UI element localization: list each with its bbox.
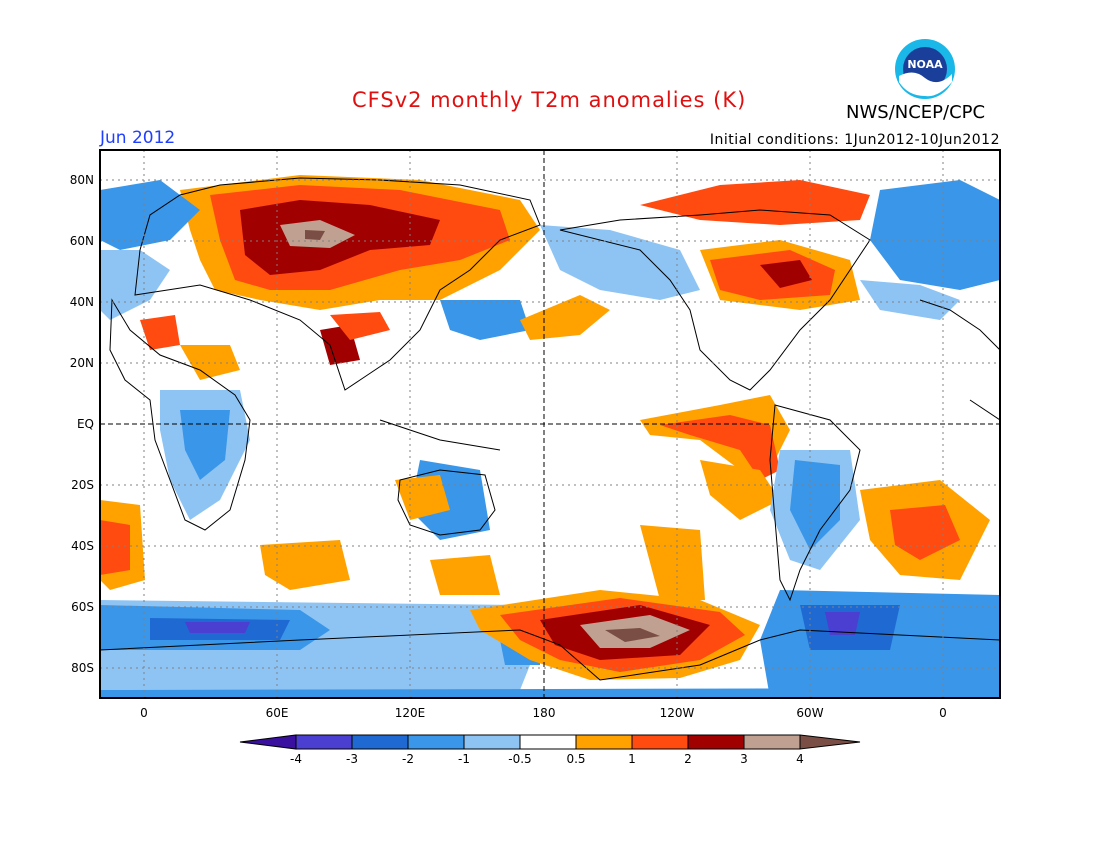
colorbar-labels: -4 -3 -2 -1 -0.5 0.5 1 2 3 4 [290, 752, 804, 766]
colorbar-label: -1 [458, 752, 470, 766]
colorbar-swatch [743, 734, 801, 750]
colorbar-swatch [463, 734, 521, 750]
colorbar-label: 0.5 [566, 752, 585, 766]
gridlines [100, 150, 1000, 698]
map-frame [99, 149, 1001, 699]
colorbar-label: 2 [684, 752, 692, 766]
initial-conditions-label: Initial conditions: 1Jun2012-10Jun2012 [709, 132, 1000, 148]
colorbar-swatch [799, 734, 861, 750]
colorbar-swatch [351, 734, 409, 750]
colorbar [239, 734, 861, 750]
lon-label: 60E [266, 706, 289, 720]
lon-label: 120E [395, 706, 426, 720]
agency-label: NWS/NCEP/CPC [846, 102, 986, 123]
colorbar-swatch [295, 734, 353, 750]
lat-label: 20S [71, 478, 94, 492]
lat-label: 20N [70, 356, 94, 370]
lon-label: 0 [140, 706, 148, 720]
noaa-logo-text: NOAA [907, 58, 943, 71]
noaa-logo: NOAA [895, 39, 955, 99]
colorbar-label: -4 [290, 752, 302, 766]
lon-label: 60W [796, 706, 823, 720]
lat-label: 80N [70, 173, 94, 187]
colorbar-swatch [687, 734, 745, 750]
colorbar-label: 1 [628, 752, 636, 766]
chart-title: CFSv2 monthly T2m anomalies (K) [352, 88, 747, 112]
colorbar-swatch [239, 734, 297, 750]
lat-label: 40N [70, 295, 94, 309]
lat-label: 80S [71, 661, 94, 675]
colorbar-label: -3 [346, 752, 358, 766]
colorbar-swatch [631, 734, 689, 750]
lat-label: 60N [70, 234, 94, 248]
month-label: Jun 2012 [100, 128, 176, 148]
lat-label: EQ [77, 417, 94, 431]
lon-label: 120W [660, 706, 695, 720]
lat-label: 60S [71, 600, 94, 614]
colorbar-label: 3 [740, 752, 748, 766]
equator-and-dateline [100, 150, 1000, 698]
lon-label: 180 [533, 706, 556, 720]
lon-label: 0 [939, 706, 947, 720]
colorbar-label: -2 [402, 752, 414, 766]
latitude-labels: 80N 60N 40N 20N EQ 20S 40S 60S 80S [70, 173, 94, 675]
colorbar-label: -0.5 [508, 752, 531, 766]
longitude-labels: 0 60E 120E 180 120W 60W 0 [140, 706, 947, 720]
colorbar-swatch [575, 734, 633, 750]
cold-anomaly-north-pacific [540, 225, 700, 300]
lat-label: 40S [71, 539, 94, 553]
colorbar-swatch [519, 734, 577, 750]
colorbar-label: 4 [796, 752, 804, 766]
colorbar-swatch [407, 734, 465, 750]
